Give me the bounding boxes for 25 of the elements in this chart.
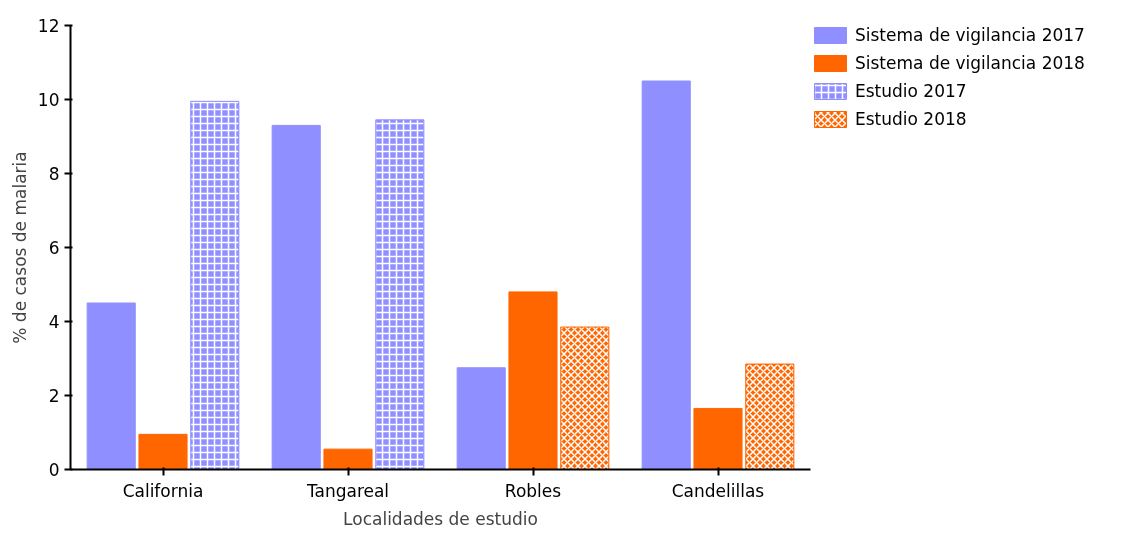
legend-label: Estudio 2018 — [855, 109, 967, 129]
legend-label: Sistema de vigilancia 2018 — [855, 53, 1085, 73]
y-tick-label: 2 — [48, 386, 60, 406]
x-axis-title: Localidades de estudio — [343, 508, 538, 529]
x-tick-label: Tangareal — [305, 480, 390, 501]
x-tick-label: Robles — [504, 480, 562, 501]
bar — [693, 407, 743, 470]
legend-label: Sistema de vigilancia 2017 — [855, 25, 1085, 45]
bar — [86, 302, 136, 470]
bar — [138, 433, 188, 470]
bar — [323, 448, 373, 470]
y-tick-label: 12 — [37, 16, 60, 36]
y-tick-label: 6 — [48, 238, 60, 258]
y-tick-label: 0 — [48, 460, 60, 480]
bar — [641, 80, 691, 470]
x-tick-label: Candelillas — [671, 480, 765, 501]
y-tick-label: 10 — [37, 90, 60, 110]
bar — [271, 124, 321, 470]
legend-label: Estudio 2017 — [855, 81, 967, 101]
x-tick-label: California — [122, 480, 204, 501]
y-tick-label: 8 — [48, 164, 60, 184]
y-axis-title: % de casos de malaria — [9, 151, 30, 344]
bar — [508, 291, 558, 470]
bar — [456, 367, 506, 470]
y-tick-label: 4 — [48, 312, 60, 332]
